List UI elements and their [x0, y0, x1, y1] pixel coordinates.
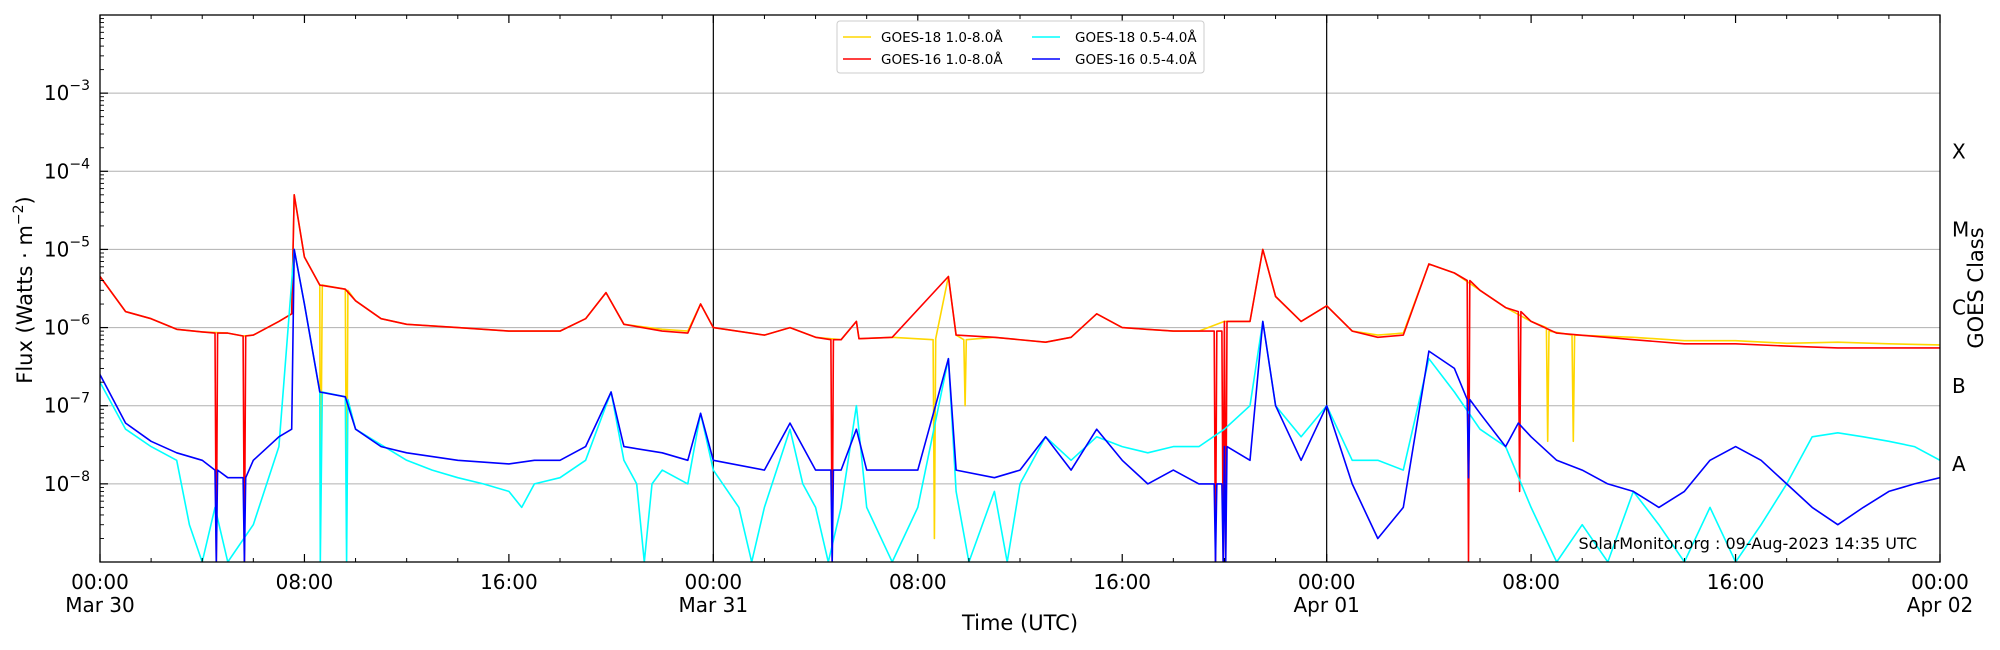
- x-tick-label-3: 00:00: [685, 570, 743, 594]
- y-tick-base-2: 10: [44, 237, 69, 261]
- data-series: [100, 194, 1940, 562]
- y-tick-label-4: 10−7: [44, 391, 90, 418]
- series-line-1: [100, 194, 1940, 562]
- goes-class-m: M: [1952, 217, 1969, 241]
- y-axis-ticks: 10−310−410−510−610−710−8: [44, 18, 108, 539]
- y-tick-label-3: 10−6: [44, 313, 90, 340]
- y-tick-power-3: −6: [69, 313, 90, 329]
- y-axis-label-close: ): [13, 196, 37, 204]
- y-tick-label-0: 10−3: [44, 78, 90, 105]
- x-tick-label-1: 08:00: [276, 570, 334, 594]
- legend-label-goes16-long: GOES-16 1.0-8.0Å: [881, 51, 1003, 68]
- goes-class-b: B: [1952, 374, 1966, 398]
- goes-class-x: X: [1952, 139, 1966, 163]
- x-tick-label-5: 16:00: [1093, 570, 1151, 594]
- x-tick-label-4: 08:00: [889, 570, 947, 594]
- legend: GOES-18 1.0-8.0Å GOES-16 1.0-8.0Å GOES-1…: [836, 20, 1205, 74]
- legend-label-goes16-short: GOES-16 0.5-4.0Å: [1075, 51, 1197, 68]
- x-tick-label-0: 00:00: [71, 570, 129, 594]
- goes-class-c: C: [1952, 296, 1966, 320]
- y-tick-label-2: 10−5: [44, 234, 90, 261]
- x-tick-date-3: Mar 31: [679, 593, 749, 617]
- y-tick-base-1: 10: [44, 159, 69, 183]
- x-tick-date-0: Mar 30: [65, 593, 135, 617]
- x-tick-label-6: 00:00: [1298, 570, 1356, 594]
- y-tick-label-1: 10−4: [44, 156, 90, 183]
- y-axis-label-main: Flux (Watts · m: [13, 225, 37, 384]
- y-axis-label: Flux (Watts · m−2): [11, 196, 37, 384]
- y-tick-base-3: 10: [44, 316, 69, 340]
- y-tick-power-2: −5: [69, 234, 90, 250]
- legend-box: [836, 20, 1205, 74]
- y-axis-label-exponent: −2: [11, 204, 27, 225]
- y-tick-power-1: −4: [69, 156, 90, 172]
- y-tick-power-4: −7: [69, 391, 90, 407]
- y-tick-base-4: 10: [44, 394, 69, 418]
- x-tick-date-9: Apr 02: [1907, 593, 1973, 617]
- secondary-axis-label: GOES Class: [1964, 227, 1988, 348]
- x-tick-label-8: 16:00: [1707, 570, 1765, 594]
- x-tick-label-9: 00:00: [1911, 570, 1969, 594]
- y-tick-base-5: 10: [44, 472, 69, 496]
- legend-label-goes18-short: GOES-18 0.5-4.0Å: [1075, 29, 1197, 46]
- y-tick-label-5: 10−8: [44, 469, 90, 496]
- y-tick-base-0: 10: [44, 81, 69, 105]
- x-tick-label-7: 08:00: [1502, 570, 1560, 594]
- x-tick-label-2: 16:00: [480, 570, 538, 594]
- x-axis-label: Time (UTC): [961, 611, 1078, 635]
- goes-class-a: A: [1952, 452, 1966, 476]
- goes-class-labels: X M C B A: [1952, 139, 1969, 476]
- y-tick-power-0: −3: [69, 78, 90, 94]
- series-line-2: [100, 248, 1940, 562]
- legend-label-goes18-long: GOES-18 1.0-8.0Å: [881, 29, 1003, 46]
- credit-annotation: SolarMonitor.org : 09-Aug-2023 14:35 UTC: [1578, 534, 1917, 553]
- y-tick-power-5: −8: [69, 469, 90, 485]
- x-tick-date-6: Apr 01: [1293, 593, 1359, 617]
- series-line-3: [100, 248, 1940, 562]
